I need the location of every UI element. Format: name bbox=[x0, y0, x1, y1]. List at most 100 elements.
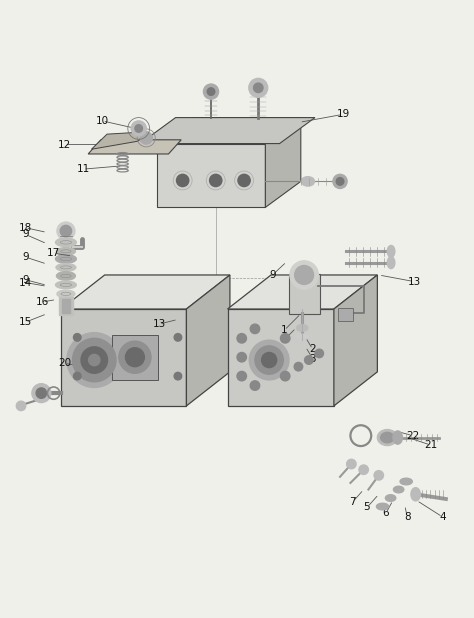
Text: 3: 3 bbox=[310, 353, 316, 363]
Text: 8: 8 bbox=[404, 512, 410, 522]
Text: 15: 15 bbox=[18, 317, 32, 328]
Circle shape bbox=[255, 346, 283, 375]
Text: 20: 20 bbox=[58, 358, 71, 368]
Circle shape bbox=[73, 334, 81, 341]
Circle shape bbox=[336, 177, 344, 185]
Ellipse shape bbox=[385, 495, 396, 501]
Circle shape bbox=[73, 338, 116, 382]
Circle shape bbox=[238, 174, 250, 187]
Ellipse shape bbox=[393, 486, 404, 493]
Circle shape bbox=[281, 334, 290, 343]
Circle shape bbox=[119, 341, 151, 373]
Circle shape bbox=[67, 332, 122, 387]
Ellipse shape bbox=[377, 430, 397, 446]
Text: 21: 21 bbox=[424, 440, 438, 450]
Ellipse shape bbox=[55, 238, 76, 247]
Polygon shape bbox=[88, 140, 181, 154]
Polygon shape bbox=[156, 143, 265, 208]
Circle shape bbox=[374, 471, 383, 480]
Ellipse shape bbox=[387, 256, 395, 269]
Ellipse shape bbox=[56, 272, 75, 280]
Circle shape bbox=[237, 352, 246, 362]
Circle shape bbox=[131, 121, 146, 136]
Circle shape bbox=[237, 334, 246, 343]
Ellipse shape bbox=[296, 334, 309, 339]
Circle shape bbox=[73, 372, 81, 380]
Text: 7: 7 bbox=[349, 497, 356, 507]
Circle shape bbox=[89, 354, 100, 366]
Circle shape bbox=[290, 261, 318, 289]
Circle shape bbox=[250, 381, 260, 391]
Circle shape bbox=[174, 372, 182, 380]
Ellipse shape bbox=[400, 478, 412, 485]
Text: 9: 9 bbox=[22, 252, 28, 262]
Text: 13: 13 bbox=[408, 277, 421, 287]
Polygon shape bbox=[228, 309, 334, 406]
Polygon shape bbox=[265, 117, 301, 208]
Circle shape bbox=[359, 465, 368, 475]
Text: 19: 19 bbox=[337, 109, 350, 119]
Ellipse shape bbox=[56, 248, 75, 255]
Polygon shape bbox=[186, 275, 230, 406]
Polygon shape bbox=[91, 132, 147, 150]
FancyBboxPatch shape bbox=[337, 308, 353, 321]
Ellipse shape bbox=[387, 245, 395, 257]
Circle shape bbox=[176, 174, 189, 187]
Text: 17: 17 bbox=[47, 248, 60, 258]
Text: 9: 9 bbox=[22, 229, 28, 239]
Circle shape bbox=[249, 340, 289, 380]
Circle shape bbox=[254, 83, 263, 93]
Ellipse shape bbox=[55, 281, 76, 289]
Circle shape bbox=[140, 132, 153, 144]
Text: 5: 5 bbox=[364, 502, 370, 512]
Ellipse shape bbox=[381, 433, 394, 442]
Text: 13: 13 bbox=[153, 319, 165, 329]
Polygon shape bbox=[61, 275, 230, 309]
Circle shape bbox=[294, 362, 303, 371]
Polygon shape bbox=[61, 309, 186, 406]
Circle shape bbox=[249, 78, 268, 97]
Ellipse shape bbox=[301, 177, 315, 186]
Text: 11: 11 bbox=[77, 164, 90, 174]
Text: 16: 16 bbox=[36, 297, 49, 307]
Text: 6: 6 bbox=[383, 508, 389, 518]
Bar bbox=[59, 297, 73, 315]
Circle shape bbox=[207, 88, 215, 95]
Circle shape bbox=[262, 352, 277, 368]
Ellipse shape bbox=[376, 503, 389, 510]
Text: 1: 1 bbox=[281, 325, 288, 336]
Text: 14: 14 bbox=[18, 277, 32, 287]
Text: 10: 10 bbox=[96, 116, 109, 126]
FancyBboxPatch shape bbox=[289, 274, 319, 314]
Polygon shape bbox=[156, 117, 301, 143]
Circle shape bbox=[305, 356, 313, 364]
Circle shape bbox=[135, 125, 143, 132]
Bar bbox=[62, 298, 70, 313]
Ellipse shape bbox=[393, 431, 402, 444]
Ellipse shape bbox=[56, 264, 76, 271]
Circle shape bbox=[203, 84, 219, 99]
Text: 9: 9 bbox=[269, 270, 276, 280]
Circle shape bbox=[346, 459, 356, 468]
Circle shape bbox=[250, 324, 260, 334]
Circle shape bbox=[237, 371, 246, 381]
Circle shape bbox=[295, 266, 314, 284]
Circle shape bbox=[126, 348, 145, 366]
Text: 4: 4 bbox=[439, 512, 446, 522]
Circle shape bbox=[174, 334, 182, 341]
Circle shape bbox=[81, 347, 108, 373]
Ellipse shape bbox=[297, 324, 308, 331]
Polygon shape bbox=[334, 275, 377, 406]
Ellipse shape bbox=[411, 488, 420, 501]
Circle shape bbox=[32, 384, 51, 402]
Circle shape bbox=[60, 226, 72, 237]
Text: 9: 9 bbox=[22, 274, 28, 285]
Ellipse shape bbox=[57, 290, 75, 298]
Circle shape bbox=[315, 349, 323, 358]
Text: 18: 18 bbox=[18, 222, 32, 233]
Text: 1: 1 bbox=[281, 335, 288, 345]
Polygon shape bbox=[228, 275, 377, 309]
Ellipse shape bbox=[55, 255, 76, 263]
Circle shape bbox=[36, 388, 46, 399]
Circle shape bbox=[333, 174, 347, 188]
